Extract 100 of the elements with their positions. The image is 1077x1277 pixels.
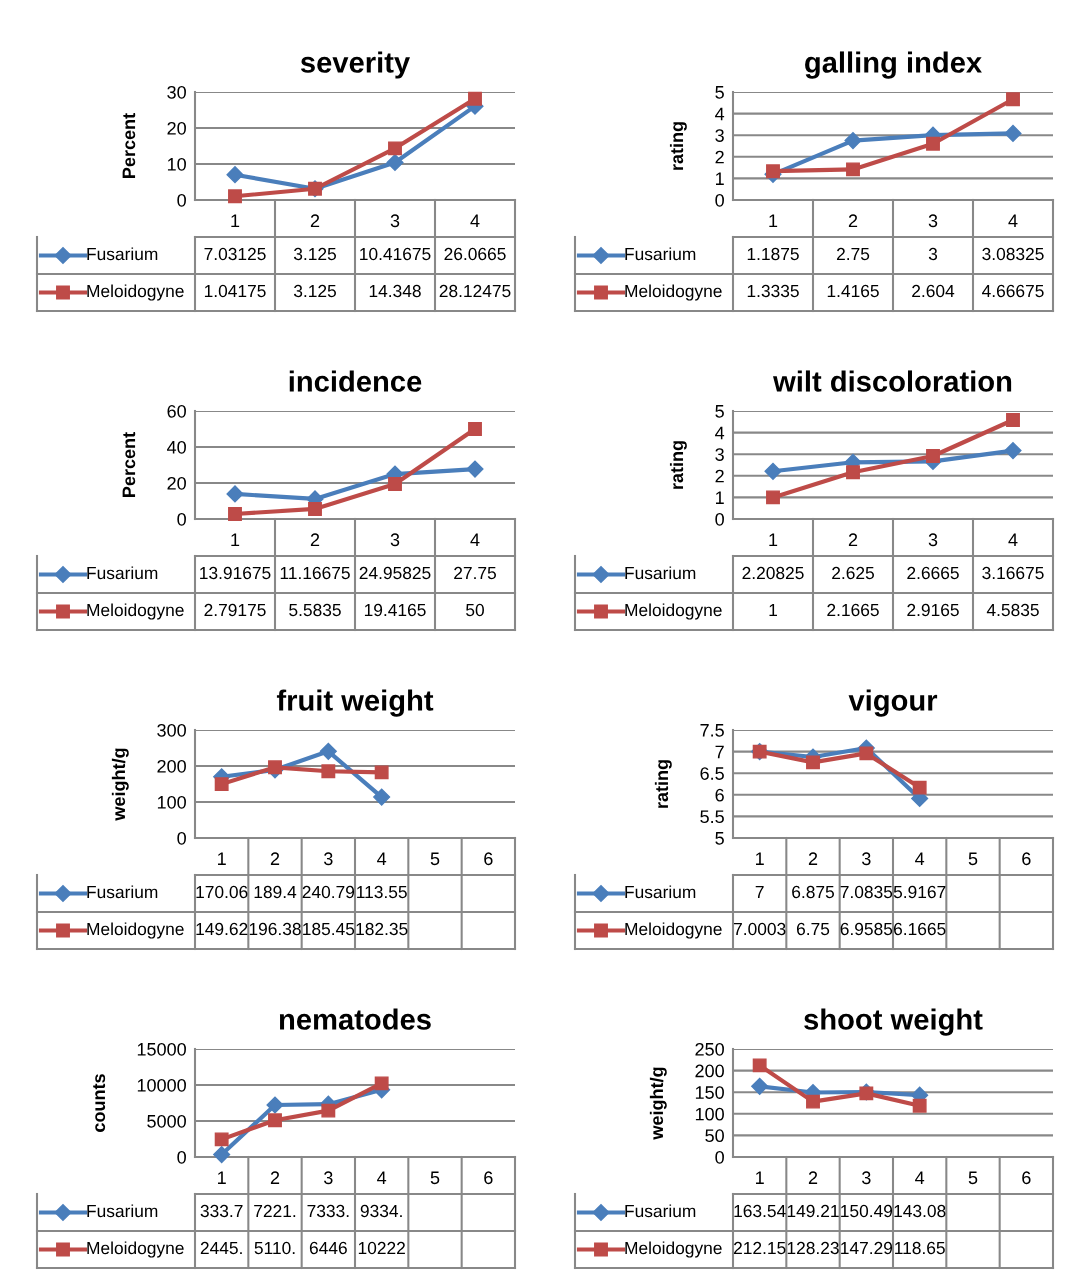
x-tick-label: 4 bbox=[470, 533, 480, 546]
y-tick-label: 150 bbox=[695, 1086, 724, 1099]
data-label: 24.95825 bbox=[359, 566, 431, 580]
y-tick-label: 0 bbox=[177, 193, 186, 207]
point bbox=[226, 166, 244, 184]
y-tick-label: 5 bbox=[715, 86, 724, 99]
y-tick-label: 6 bbox=[715, 788, 724, 802]
x-tick-label: 2 bbox=[310, 214, 320, 227]
x-tick-label: 6 bbox=[1022, 1171, 1031, 1185]
y-tick-label: 50 bbox=[705, 1129, 724, 1143]
legend-label: Fusarium bbox=[625, 566, 696, 580]
y-tick-label: 10 bbox=[167, 157, 186, 171]
x-tick-label: 6 bbox=[484, 852, 493, 866]
data-label: 3.125 bbox=[293, 284, 336, 298]
legend-label: Fusarium bbox=[625, 247, 696, 261]
point bbox=[1004, 124, 1022, 142]
x-tick-label: 3 bbox=[928, 533, 938, 547]
point bbox=[308, 502, 322, 516]
point bbox=[466, 460, 484, 478]
y-axis-title: weight/g bbox=[649, 1067, 667, 1140]
y-tick-label: 0 bbox=[177, 512, 186, 526]
y-axis-title: rating bbox=[669, 122, 687, 170]
legend-label: Fusarium bbox=[87, 1204, 158, 1218]
y-tick-label: 4 bbox=[715, 107, 725, 121]
x-tick-label: 4 bbox=[915, 1171, 925, 1184]
data-label: 10.41675 bbox=[360, 247, 431, 261]
data-label: 1.1875 bbox=[747, 247, 799, 261]
x-tick-label: 2 bbox=[270, 852, 280, 865]
x-tick-label: 1 bbox=[231, 533, 240, 546]
y-tick-label: 200 bbox=[157, 759, 186, 773]
point bbox=[213, 1146, 231, 1164]
x-tick-label: 4 bbox=[470, 214, 480, 227]
point bbox=[388, 141, 402, 156]
y-tick-label: 6.5 bbox=[700, 767, 724, 780]
point bbox=[386, 153, 404, 172]
data-label: 2.20825 bbox=[742, 566, 804, 580]
point bbox=[268, 1113, 282, 1128]
x-tick-label: 3 bbox=[390, 533, 400, 547]
data-label: 6446 bbox=[309, 1241, 347, 1255]
point bbox=[266, 1096, 284, 1114]
y-axis-title: Percent bbox=[122, 432, 136, 497]
y-tick-label: 300 bbox=[157, 723, 186, 737]
data-label: 13.91675 bbox=[200, 566, 271, 580]
chart-title: incidence bbox=[289, 370, 422, 392]
legend-label: Fusarium bbox=[625, 1204, 696, 1218]
data-label: 6.9585 bbox=[840, 922, 893, 936]
point bbox=[373, 788, 391, 806]
point bbox=[1006, 413, 1020, 427]
data-label: 5.5835 bbox=[289, 603, 341, 617]
x-tick-label: 3 bbox=[862, 1171, 871, 1185]
x-tick-label: 3 bbox=[928, 214, 938, 228]
data-label: 196.38 bbox=[249, 922, 301, 936]
data-label: 118.65 bbox=[895, 1241, 945, 1255]
legend-label: Meloidogyne bbox=[87, 922, 184, 939]
point bbox=[388, 477, 402, 491]
point bbox=[926, 136, 940, 151]
point bbox=[226, 485, 244, 503]
x-tick-label: 1 bbox=[231, 214, 240, 227]
legend-label: Fusarium bbox=[87, 885, 158, 899]
data-label: 2445. bbox=[200, 1241, 242, 1255]
data-label: 2.6665 bbox=[907, 566, 959, 580]
data-label: 6.75 bbox=[796, 922, 830, 936]
x-tick-label: 4 bbox=[915, 852, 925, 865]
legend-label: Meloidogyne bbox=[625, 284, 722, 301]
y-tick-label: 5000 bbox=[147, 1114, 186, 1128]
data-label: 189.4 bbox=[254, 885, 297, 899]
y-tick-label: 20 bbox=[167, 476, 186, 490]
x-tick-label: 5 bbox=[430, 1171, 440, 1185]
point bbox=[806, 1094, 820, 1109]
point bbox=[859, 746, 874, 761]
legend-label: Meloidogyne bbox=[625, 922, 722, 939]
point bbox=[766, 164, 780, 179]
data-label: 1.04175 bbox=[204, 284, 266, 298]
point bbox=[228, 507, 242, 521]
point bbox=[912, 780, 927, 795]
data-label: 19.4165 bbox=[364, 603, 426, 617]
y-tick-label: 0 bbox=[715, 193, 724, 207]
x-tick-label: 1 bbox=[769, 533, 778, 546]
data-label: 182.35 bbox=[356, 922, 408, 936]
y-axis-title: rating bbox=[654, 760, 672, 808]
point bbox=[806, 755, 820, 770]
y-tick-label: 30 bbox=[167, 85, 186, 99]
data-label: 1 bbox=[769, 604, 777, 616]
y-tick-label: 100 bbox=[695, 1107, 724, 1121]
point bbox=[912, 1098, 927, 1113]
y-tick-label: 0 bbox=[715, 1150, 724, 1164]
y-tick-label: 250 bbox=[695, 1042, 724, 1056]
data-label: 3.08325 bbox=[982, 247, 1044, 261]
data-label: 2.79175 bbox=[204, 603, 266, 617]
y-tick-label: 20 bbox=[167, 121, 186, 135]
y-tick-label: 1 bbox=[716, 491, 724, 504]
point bbox=[766, 490, 780, 505]
data-label: 149.21 bbox=[787, 1204, 839, 1218]
legend-label: Meloidogyne bbox=[625, 603, 722, 620]
y-axis-title: Percent bbox=[122, 113, 136, 178]
x-tick-label: 2 bbox=[310, 533, 320, 546]
data-label: 185.45 bbox=[303, 922, 355, 936]
data-label: 6.875 bbox=[792, 885, 834, 899]
x-tick-label: 1 bbox=[218, 852, 226, 865]
point bbox=[844, 132, 862, 150]
